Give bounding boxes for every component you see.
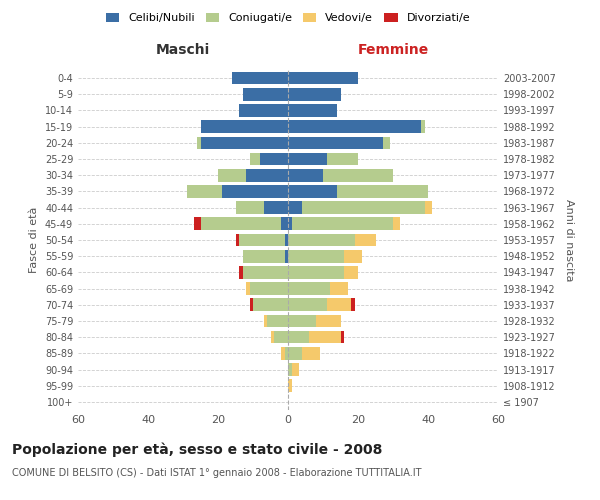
Bar xyxy=(271,331,274,344)
Bar xyxy=(200,136,288,149)
Bar xyxy=(288,331,309,344)
Bar xyxy=(288,152,326,166)
Bar xyxy=(263,202,288,214)
Bar xyxy=(383,136,389,149)
Bar xyxy=(239,104,288,117)
Bar xyxy=(288,88,341,101)
Bar xyxy=(200,120,288,133)
Bar xyxy=(235,234,239,246)
Bar xyxy=(288,104,337,117)
Bar xyxy=(246,169,288,181)
Bar xyxy=(341,331,344,344)
Bar xyxy=(302,347,320,360)
Text: Maschi: Maschi xyxy=(156,43,210,57)
Bar xyxy=(239,266,242,278)
Bar xyxy=(267,314,288,328)
Bar xyxy=(263,314,267,328)
Bar xyxy=(288,185,337,198)
Bar xyxy=(284,347,288,360)
Bar xyxy=(316,314,341,328)
Bar xyxy=(288,72,358,85)
Legend: Celibi/Nubili, Coniugati/e, Vedovi/e, Divorziati/e: Celibi/Nubili, Coniugati/e, Vedovi/e, Di… xyxy=(101,8,475,28)
Bar xyxy=(250,152,260,166)
Bar xyxy=(239,234,284,246)
Bar xyxy=(250,298,253,311)
Bar xyxy=(344,266,358,278)
Bar xyxy=(337,185,428,198)
Bar xyxy=(292,218,393,230)
Bar xyxy=(288,347,302,360)
Bar xyxy=(288,250,344,262)
Bar xyxy=(344,250,361,262)
Bar xyxy=(193,218,200,230)
Bar xyxy=(288,234,355,246)
Text: COMUNE DI BELSITO (CS) - Dati ISTAT 1° gennaio 2008 - Elaborazione TUTTITALIA.IT: COMUNE DI BELSITO (CS) - Dati ISTAT 1° g… xyxy=(12,468,421,477)
Bar xyxy=(326,152,358,166)
Bar xyxy=(281,347,284,360)
Bar xyxy=(274,331,288,344)
Bar xyxy=(200,218,281,230)
Bar xyxy=(309,331,341,344)
Bar xyxy=(288,169,323,181)
Y-axis label: Anni di nascita: Anni di nascita xyxy=(564,198,574,281)
Bar xyxy=(242,250,284,262)
Bar xyxy=(393,218,400,230)
Bar xyxy=(232,72,288,85)
Bar xyxy=(246,282,250,295)
Bar xyxy=(288,218,292,230)
Bar xyxy=(288,120,421,133)
Text: Femmine: Femmine xyxy=(358,43,428,57)
Bar xyxy=(288,363,292,376)
Bar xyxy=(326,298,351,311)
Bar xyxy=(250,282,288,295)
Bar xyxy=(187,185,221,198)
Text: Popolazione per età, sesso e stato civile - 2008: Popolazione per età, sesso e stato civil… xyxy=(12,442,382,457)
Bar xyxy=(288,380,292,392)
Bar xyxy=(288,314,316,328)
Bar xyxy=(281,218,288,230)
Bar xyxy=(288,282,330,295)
Bar xyxy=(302,202,425,214)
Bar xyxy=(284,234,288,246)
Bar xyxy=(253,298,288,311)
Bar xyxy=(242,266,288,278)
Bar xyxy=(292,363,299,376)
Y-axis label: Fasce di età: Fasce di età xyxy=(29,207,39,273)
Bar xyxy=(351,298,355,311)
Bar xyxy=(235,202,263,214)
Bar xyxy=(330,282,347,295)
Bar xyxy=(221,185,288,198)
Bar xyxy=(425,202,431,214)
Bar xyxy=(218,169,246,181)
Bar xyxy=(242,88,288,101)
Bar xyxy=(355,234,376,246)
Bar xyxy=(288,298,326,311)
Bar xyxy=(323,169,393,181)
Bar xyxy=(284,250,288,262)
Bar xyxy=(288,136,383,149)
Bar xyxy=(197,136,200,149)
Bar xyxy=(421,120,425,133)
Bar xyxy=(288,266,344,278)
Bar xyxy=(288,202,302,214)
Bar xyxy=(260,152,288,166)
